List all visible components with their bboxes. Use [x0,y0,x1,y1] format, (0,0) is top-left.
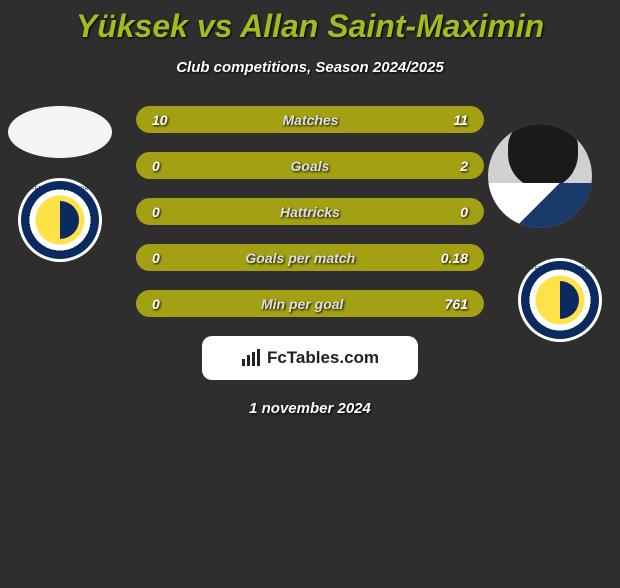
stat-left-value: 0 [152,204,160,220]
player1-avatar [8,106,112,158]
stat-label: Matches [283,112,339,128]
comparison-panel: 10 Matches 11 0 Goals 2 0 Hattricks 0 0 … [0,106,620,417]
stat-row: 10 Matches 11 [136,106,484,133]
stat-left-value: 10 [152,112,168,128]
stat-row: 0 Min per goal 761 [136,290,484,317]
player2-club-badge [518,258,602,342]
player2-avatar [488,124,592,228]
stat-label: Min per goal [261,296,343,312]
stat-right-value: 11 [453,112,468,128]
stat-right-value: 0.18 [441,250,468,266]
stat-row: 0 Goals per match 0.18 [136,244,484,271]
stat-label: Goals [291,158,330,174]
stat-bars: 10 Matches 11 0 Goals 2 0 Hattricks 0 0 … [136,106,484,317]
stat-left-value: 0 [152,158,160,174]
brand-badge: FcTables.com [202,336,418,380]
stat-right-value: 761 [445,296,468,312]
stat-left-value: 0 [152,296,160,312]
stat-label: Goals per match [245,250,355,266]
brand-text: FcTables.com [267,348,379,368]
bars-icon [241,349,261,367]
subtitle: Club competitions, Season 2024/2025 [0,59,620,76]
date-label: 1 november 2024 [0,400,620,417]
stat-label: Hattricks [280,204,340,220]
page-title: Yüksek vs Allan Saint-Maximin [0,8,620,45]
stat-right-value: 2 [460,158,468,174]
stat-row: 0 Goals 2 [136,152,484,179]
stat-left-value: 0 [152,250,160,266]
player1-club-badge [18,178,102,262]
stat-row: 0 Hattricks 0 [136,198,484,225]
stat-right-value: 0 [460,204,468,220]
